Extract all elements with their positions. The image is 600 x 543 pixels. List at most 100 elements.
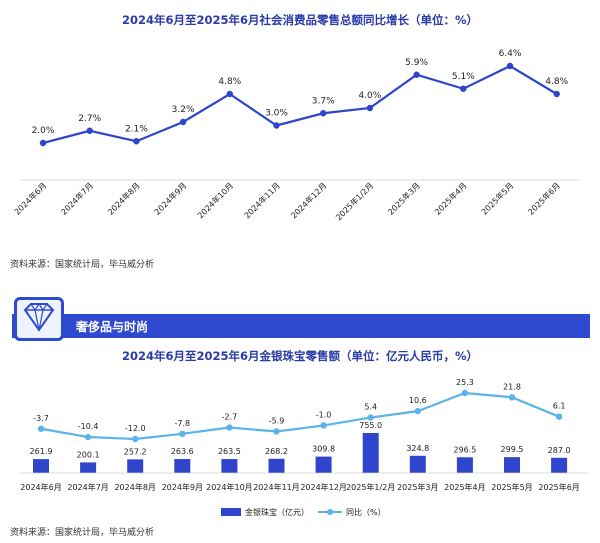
chart2-yoy-point — [508, 394, 516, 401]
chart2-x-tick-label: 2025年4月 — [444, 482, 485, 492]
chart2-yoy-label: -7.8 — [174, 419, 190, 428]
chart2-bar-label: 268.2 — [265, 447, 288, 456]
chart2-yoy-label: -5.9 — [269, 416, 285, 425]
chart2-legend-bar-label: 金银珠宝（亿元） — [245, 507, 309, 517]
chart2-yoy-point — [37, 425, 45, 432]
chart1-point — [366, 104, 374, 112]
chart2-bar — [127, 459, 144, 473]
chart2-yoy-point — [179, 430, 186, 438]
chart1-data-label: 2.0% — [32, 126, 55, 136]
chart2-legend-bar-swatch — [221, 508, 241, 516]
chart2-x-tick-label: 2025年5月 — [491, 482, 532, 492]
chart2-x-tick-label: 2025年1/2月 — [346, 482, 395, 492]
chart2-yoy-label: -3.7 — [33, 414, 49, 423]
chart2-bar-label: 299.5 — [501, 445, 524, 454]
chart2-bar — [268, 458, 285, 473]
chart2-yoy-point — [273, 428, 280, 435]
chart2-legend-line-label: 同比（%） — [346, 507, 386, 517]
chart2-source: 资料来源：国家统计局，毕马威分析 — [10, 528, 155, 538]
chart2-svg: 261.9 200.1 257.2 263.6 263.5 268.2 309.8 755.0… — [20, 378, 588, 517]
chart2-bar-label: 200.1 — [77, 450, 100, 459]
section-banner — [12, 314, 590, 338]
chart1-data-label: 3.7% — [312, 96, 335, 106]
chart1-data-label: 3.2% — [172, 105, 195, 115]
chart2-bar — [456, 457, 473, 473]
chart2-yoy-label: 25.3 — [456, 378, 474, 387]
chart1-x-tick-label: 2024年9月 — [152, 180, 188, 216]
chart2-bar — [362, 433, 379, 473]
chart1-data-label: 4.8% — [218, 77, 241, 87]
chart1-point — [553, 90, 560, 98]
chart2-bar-label: 296.5 — [453, 445, 476, 454]
chart1-data-label: 4.8% — [545, 77, 568, 87]
chart1-data-label: 6.4% — [499, 49, 522, 59]
chart1-x-tick-label: 2025年6月 — [526, 180, 562, 216]
chart2-x-tick-label: 2024年7月 — [67, 482, 108, 492]
chart2-bar-label: 324.8 — [406, 444, 429, 453]
chart1-data-label: 3.0% — [265, 109, 288, 119]
chart2-bar — [551, 457, 568, 473]
chart2-bar — [315, 456, 332, 473]
chart1-point — [273, 122, 280, 129]
chart1-point — [226, 90, 233, 98]
chart1-data-label: 2.7% — [78, 114, 101, 124]
chart1-data-label: 5.9% — [405, 58, 428, 68]
chart2-bar — [409, 455, 426, 473]
chart1-point — [179, 118, 187, 126]
banner-title: 奢侈品与时尚 — [76, 320, 149, 334]
chart2-x-tick-label: 2024年6月 — [20, 482, 61, 492]
chart2-yoy-point — [226, 424, 233, 431]
chart2-yoy-label: 6.1 — [553, 402, 566, 411]
chart2-yoy-point — [555, 413, 563, 420]
chart1-data-label: 5.1% — [452, 72, 475, 82]
chart1-x-tick-label: 2024年7月 — [59, 180, 95, 216]
chart2-yoy-label: -2.7 — [222, 413, 238, 422]
chart2-bar — [504, 457, 520, 473]
chart1-x-tick-label: 2024年11月 — [242, 180, 282, 220]
chart1-point — [506, 62, 514, 70]
chart2-yoy-label: -12.0 — [125, 424, 146, 433]
chart1-series-line — [42, 64, 558, 145]
chart2-bar-label: 287.0 — [548, 446, 571, 455]
chart2-yoy-label: 21.8 — [503, 382, 521, 391]
chart1-x-tick-label: 2024年8月 — [105, 180, 141, 216]
chart1-title: 2024年6月至2025年6月社会消费品零售总额同比增长（单位：%） — [121, 13, 479, 27]
chart2-x-tick-label: 2024年12月 — [300, 482, 347, 492]
chart2-yoy-point — [84, 433, 92, 441]
chart2-bar-label: 263.5 — [218, 447, 241, 456]
chart1-source: 资料来源：国家统计局，毕马威分析 — [10, 260, 155, 270]
chart1-point — [413, 71, 420, 78]
chart2-yoy-point — [367, 414, 374, 421]
chart1-x-tick-label: 2025年1/2月 — [333, 180, 375, 222]
chart1-point — [86, 127, 93, 134]
chart2-yoy-point — [320, 422, 327, 429]
chart2-yoy-label: 10.6 — [409, 396, 427, 405]
chart2-yoy-line — [40, 391, 560, 441]
chart2-bar — [174, 459, 191, 473]
chart2-bar — [80, 462, 97, 473]
chart1-x-tick-label: 2024年12月 — [289, 180, 329, 220]
chart2-bar-label: 755.0 — [359, 421, 382, 430]
chart2-bar — [33, 459, 49, 473]
chart2-x-tick-label: 2024年8月 — [114, 482, 155, 492]
chart1-x-tick-label: 2025年3月 — [386, 180, 422, 216]
chart2-legend-line-marker — [327, 509, 333, 515]
chart2-bar — [221, 459, 238, 473]
chart2-yoy-label: 5.4 — [364, 403, 377, 412]
chart2-x-tick-label: 2024年10月 — [206, 482, 253, 492]
chart2-x-tick-label: 2024年9月 — [162, 482, 203, 492]
chart2-yoy-label: -1.0 — [316, 410, 332, 419]
chart2-bar-label: 263.6 — [171, 447, 194, 456]
chart2-x-tick-label: 2025年3月 — [397, 482, 438, 492]
chart2-bar-label: 257.2 — [124, 447, 147, 456]
chart2-yoy-point — [414, 407, 421, 415]
chart2-yoy-label: -10.4 — [78, 422, 99, 431]
chart1-data-label: 4.0% — [358, 91, 381, 101]
diamond-icon — [14, 297, 64, 341]
chart2-x-tick-label: 2024年11月 — [253, 482, 300, 492]
chart2-title: 2024年6月至2025年6月金银珠宝零售额（单位：亿元人民币，%） — [121, 349, 479, 363]
chart2-bar-label: 309.8 — [312, 445, 335, 454]
chart2-yoy-point — [461, 389, 469, 397]
chart2-yoy-point — [132, 435, 139, 443]
chart1-svg: 2.0% 2.7% 2.1% 3.2% 4.8% 3.0% 3.7% 4.0% 5.9% 5.1%… — [12, 49, 580, 222]
